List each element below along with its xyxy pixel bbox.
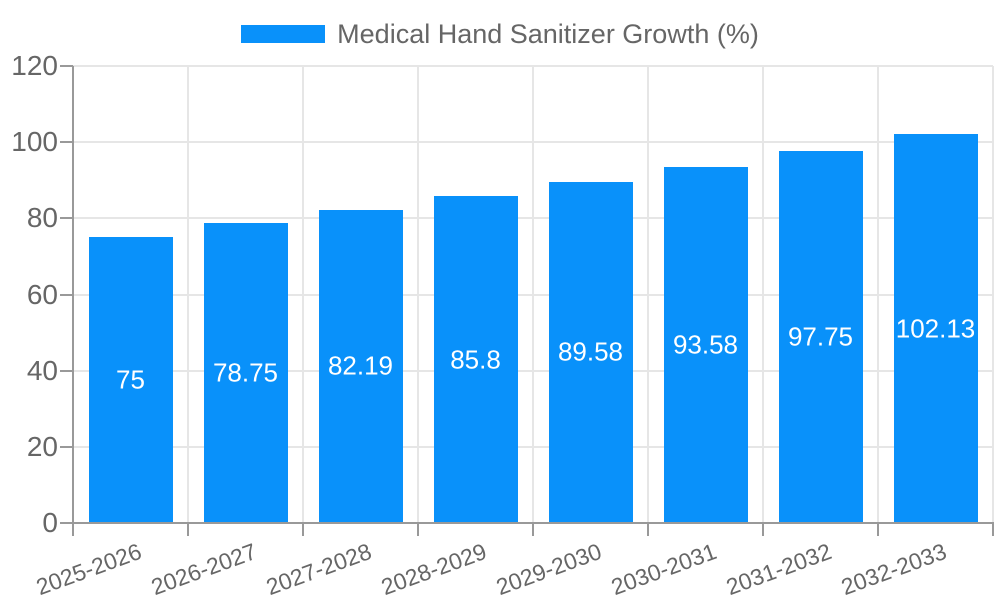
y-tick-label: 40: [26, 354, 58, 386]
bar-value-label: 102.13: [895, 313, 976, 344]
x-tick-label: 2026-2027: [147, 538, 260, 600]
gridline-vertical: [417, 66, 419, 523]
gridline-vertical: [302, 66, 304, 523]
y-axis-tick: [60, 522, 73, 524]
x-tick-label: 2032-2033: [837, 538, 950, 600]
y-tick-label: 20: [26, 430, 58, 462]
x-tick-label: 2028-2029: [377, 538, 490, 600]
gridline-vertical: [647, 66, 649, 523]
y-tick-label: 80: [26, 202, 58, 234]
x-tick-label: 2031-2032: [722, 538, 835, 600]
y-tick-label: 0: [42, 507, 58, 538]
bar-value-label: 89.58: [557, 336, 624, 367]
y-axis-tick: [60, 141, 73, 144]
bar-value-label: 97.75: [787, 321, 854, 352]
x-axis-tick: [532, 523, 534, 536]
bar-value-label: 93.58: [672, 329, 739, 360]
bar[interactable]: [203, 223, 288, 523]
legend[interactable]: Medical Hand Sanitizer Growth (%): [0, 20, 1000, 48]
x-tick-label: 2029-2030: [492, 538, 605, 600]
gridline-vertical: [187, 66, 189, 523]
bar[interactable]: [318, 209, 403, 523]
y-tick-label: 60: [26, 278, 58, 310]
bar-value-label: 85.8: [450, 344, 501, 375]
gridline-vertical: [992, 66, 994, 523]
bar-value-label: 75: [116, 364, 145, 395]
x-axis-tick: [187, 523, 189, 536]
x-axis-tick: [417, 523, 419, 536]
x-tick-label: 2027-2028: [262, 538, 375, 600]
bar-value-label: 78.75: [212, 357, 279, 388]
x-axis-tick: [992, 523, 994, 536]
y-axis-tick: [60, 65, 73, 67]
gridline-vertical: [877, 66, 879, 523]
legend-swatch-icon: [241, 25, 326, 43]
x-axis-tick: [762, 523, 764, 536]
bar-value-label: 82.19: [327, 350, 394, 381]
bar[interactable]: [433, 196, 518, 523]
y-tick-label: 120: [11, 50, 58, 81]
bar[interactable]: [663, 166, 748, 523]
x-axis-line: [72, 522, 994, 524]
y-axis-line: [72, 66, 74, 533]
x-tick-label: 2030-2031: [607, 538, 720, 600]
y-tick-label: 100: [11, 126, 58, 158]
y-axis-tick: [60, 369, 73, 372]
bar[interactable]: [548, 181, 633, 523]
y-axis-tick: [60, 445, 73, 448]
bar[interactable]: [88, 237, 173, 523]
x-axis-tick: [647, 523, 649, 536]
gridline-vertical: [532, 66, 534, 523]
y-axis-tick: [60, 217, 73, 220]
gridline-vertical: [762, 66, 764, 523]
bar[interactable]: [893, 134, 978, 523]
x-tick-label: 2025-2026: [32, 538, 145, 600]
x-axis-tick: [877, 523, 879, 536]
legend-label: Medical Hand Sanitizer Growth (%): [337, 19, 759, 49]
bar[interactable]: [778, 150, 863, 523]
y-axis-tick: [60, 293, 73, 296]
x-axis-tick: [302, 523, 304, 536]
